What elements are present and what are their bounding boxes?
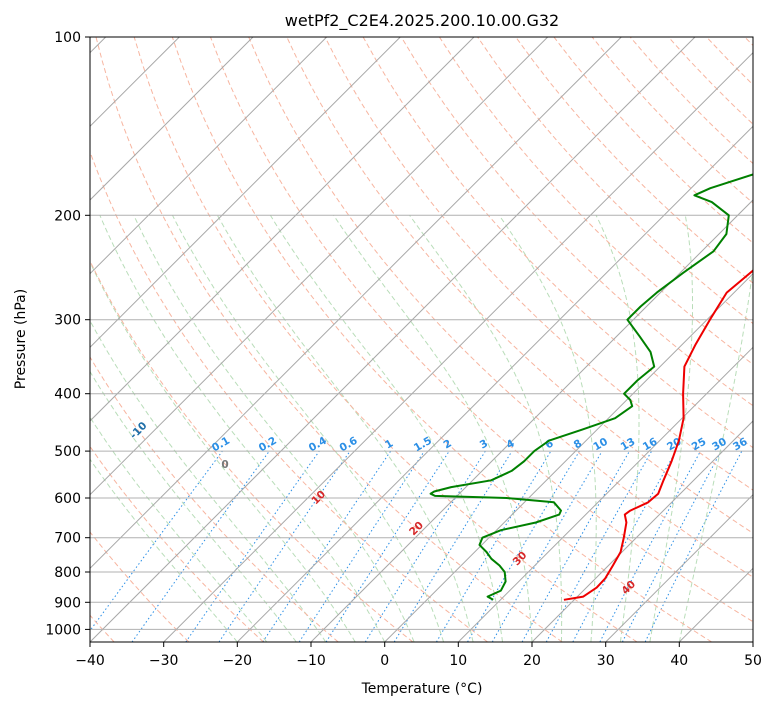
moist-adiabat-line [498,215,597,642]
dry-adiabat-line [515,37,753,284]
plot-background [90,37,753,642]
y-tick-label: 400 [54,387,81,403]
dry-adiabat-line [95,37,563,642]
x-tick-label: −40 [75,653,105,669]
y-tick-label: 200 [54,208,81,224]
y-tick-label: 500 [54,444,81,460]
y-tick-label: 100 [54,30,81,46]
dry-adiabat-line [90,150,488,642]
mixing-ratio-line [262,450,392,642]
y-tick-label: 800 [54,565,81,581]
x-tick-label: −20 [223,653,253,669]
mixing-ratio-line [644,450,743,642]
x-axis: −40 −30 −20 −10 0 10 20 30 40 50 [75,642,762,669]
y-tick-label: 300 [54,313,81,329]
x-tick-label: −10 [296,653,326,669]
moist-adiabat-line [409,215,563,642]
isotherm-line [90,37,696,642]
isotherm-line [531,420,753,642]
y-tick-label: 700 [54,531,81,547]
moist-adiabat-line [90,370,297,642]
mixing-ratio-line [393,450,513,642]
moist-adiabat-line [269,215,503,642]
isotherm-line [384,272,753,642]
isotherm-line [236,125,753,642]
mixing-ratio-line [90,450,223,632]
dry-adiabat-line [90,445,264,642]
moist-adiabat-line [133,215,415,642]
x-tick-label: 0 [380,653,389,669]
x-tick-label: 30 [597,653,615,669]
moist-adiabat-line [172,215,445,642]
y-axis: 100 200 300 400 500 600 700 800 900 1000 [45,30,90,638]
dry-adiabat-line [90,356,339,642]
temperature-profile [563,269,753,601]
mixing-ratio-line [545,450,653,642]
moist-adiabat-line [90,319,327,642]
isotherm-line [310,199,753,642]
mixing-ratio-line [131,450,270,642]
dry-adiabat-line [438,37,753,366]
moist-adiabat-line [595,215,640,642]
dry-adiabat-line [171,37,712,642]
y-tick-label: 900 [54,595,81,611]
isobars [90,37,753,630]
mixing-ratio-line [298,450,425,642]
isotherm-line [90,37,401,349]
moist-adiabat-line [90,458,238,642]
isotherm-line [457,346,753,642]
isotherm-line [605,493,753,642]
x-axis-label: Temperature (°C) [361,681,483,697]
isotherm-line [90,37,622,570]
moist-adiabat-line [90,260,356,642]
moist-adiabat-line [678,264,753,642]
x-tick-label: 10 [449,653,467,669]
isotherm-line [90,37,328,275]
mixing-ratio-line [218,450,351,642]
dewpoint-profile [429,173,753,601]
chart-title: wetPf2_C2E4.2025.200.10.00.G32 [285,11,559,31]
isotherm-line [163,51,753,642]
x-tick-label: 20 [523,653,541,669]
dry-adiabat-line [210,37,753,623]
x-tick-label: −30 [149,653,179,669]
dry-adiabat-line [324,37,753,491]
isotherm-line [90,37,549,496]
y-tick-label: 1000 [45,622,81,638]
moist-adiabats [90,215,753,642]
dry-adiabat-line [400,37,753,407]
isotherms [90,37,753,642]
dry-adiabat-label: 0 [221,459,228,471]
moist-adiabat-line [99,215,386,642]
isotherm-line [90,37,475,422]
plot-area: -100-90-80-70-60-50-40-30-20-10010203040… [90,37,753,642]
dry-adiabat-line [90,531,190,642]
plot-frame [89,36,754,643]
mixing-ratio-line [325,450,450,642]
x-tick-label: 40 [670,653,688,669]
x-tick-label: 50 [744,653,762,669]
mixing-ratio-line [521,450,630,642]
mixing-ratio-line [185,450,320,642]
dry-adiabat-line [248,37,753,578]
isotherm-line [90,37,254,201]
y-tick-label: 600 [54,491,81,507]
moist-adiabat-line [90,416,268,642]
profiles [429,173,753,601]
y-axis-label: Pressure (hPa) [13,289,29,389]
dry-adiabat-line [133,37,638,642]
